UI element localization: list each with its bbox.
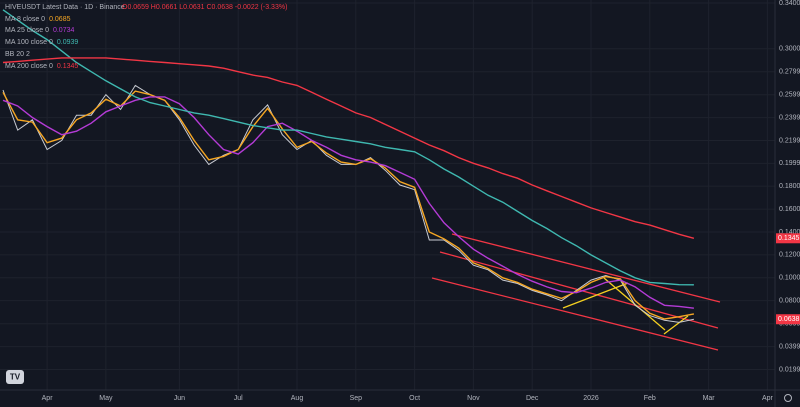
y-tick-label: 0.1000 <box>779 275 800 282</box>
channel-top <box>451 233 721 303</box>
y-tick-label: 0.1999 <box>779 160 800 167</box>
x-tick-label: Apr <box>42 395 54 402</box>
legend-value: 0.0939 <box>57 39 79 46</box>
x-tick-label: Aug <box>291 395 304 402</box>
y-tick-label: 0.2599 <box>779 92 800 99</box>
y-tick-label: 0.3400 <box>779 0 800 7</box>
x-tick-label: Dec <box>526 395 539 402</box>
logo-mark: TV <box>10 373 21 382</box>
x-tick-label: Sep <box>350 395 363 402</box>
legend-label: MA 25 close 0 <box>5 27 49 34</box>
x-tick-label: Apr <box>762 395 774 402</box>
x-tick-label: 2026 <box>583 395 599 402</box>
legend-label: MA 8 close 0 <box>5 16 45 23</box>
legend-value: 0.0685 <box>49 16 71 23</box>
legend-value: 0.0734 <box>53 27 75 34</box>
x-tick-label: Jul <box>234 395 243 402</box>
ohlc: O0.0659 H0.0661 L0.0631 C0.0638 -0.0022 … <box>122 4 287 11</box>
y-tick-label: 0.2399 <box>779 114 800 121</box>
x-tick-label: Oct <box>409 395 420 402</box>
channel-bottom <box>431 277 719 351</box>
legend-label: MA 100 close 0 <box>5 39 53 46</box>
price-tag <box>776 233 800 244</box>
y-tick-label: 0.2799 <box>779 69 800 76</box>
x-tick-label: Feb <box>644 395 656 402</box>
x-tick-label: Nov <box>467 395 480 402</box>
y-tick-label: 0.1400 <box>779 229 800 236</box>
x-tick-label: Jun <box>174 395 185 402</box>
y-tick-label: 0.1600 <box>779 206 800 213</box>
x-tick-label: Mar <box>703 395 716 402</box>
series-line <box>2 90 695 320</box>
price-tag-label: 0.0638 <box>778 316 800 323</box>
title: HIVEUSDT Latest Data · 1D · Binance <box>5 4 125 11</box>
series-line <box>2 57 695 239</box>
price-tag-label: 0.1345 <box>778 235 800 242</box>
y-tick-label: 0.1800 <box>779 183 800 190</box>
legend-label: BB 20 2 <box>5 51 30 58</box>
logo: TV <box>6 370 24 384</box>
y-tick-label: 0.0199 <box>779 366 800 373</box>
y-tick-label: 0.0399 <box>779 343 800 350</box>
legend-label: MA 200 close 0 <box>5 63 53 70</box>
legend-value: 0.1345 <box>57 63 79 70</box>
price-tag <box>776 314 800 325</box>
settings-icon[interactable] <box>784 394 792 402</box>
series-line <box>2 96 694 309</box>
y-tick-label: 0.1200 <box>779 252 800 259</box>
yellow-line <box>663 315 689 335</box>
x-tick-label: May <box>99 395 113 402</box>
plot <box>2 9 695 323</box>
yellow-line <box>562 282 629 309</box>
y-tick-label: 0.0800 <box>779 298 800 305</box>
grid <box>0 0 775 390</box>
y-tick-label: 0.2199 <box>779 137 800 144</box>
price-axis <box>775 0 800 390</box>
series-line <box>2 9 694 286</box>
logo-bg <box>6 370 24 384</box>
y-tick-label: 0.3000 <box>779 46 800 53</box>
